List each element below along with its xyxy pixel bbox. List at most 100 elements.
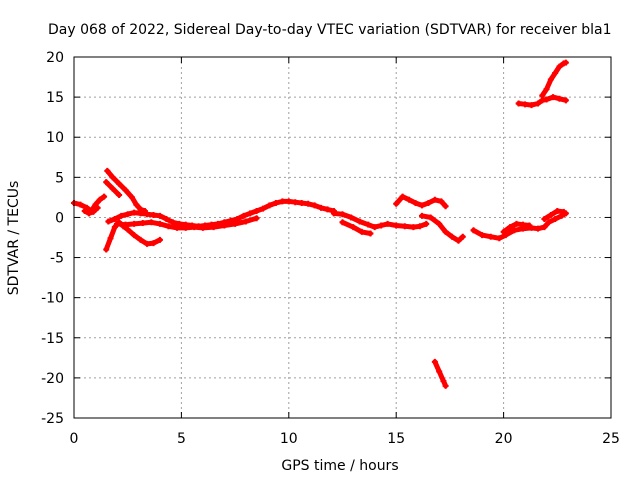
data-point [367, 230, 374, 237]
x-tick-label: 10 [280, 431, 298, 447]
series-line [340, 219, 373, 236]
x-tick-label: 20 [495, 431, 513, 447]
data-point [440, 378, 447, 385]
series-track-top-b [539, 59, 569, 99]
y-tick-label: 20 [46, 50, 64, 66]
data-point [547, 76, 554, 83]
data-point [543, 86, 550, 93]
data-point [150, 240, 157, 247]
data-point [131, 232, 138, 239]
data-point [156, 220, 163, 227]
data-point [174, 224, 181, 231]
data-point [298, 200, 305, 207]
data-point [260, 205, 267, 212]
data-point [556, 63, 563, 70]
data-point [560, 208, 567, 215]
data-point [496, 235, 503, 242]
data-point [562, 59, 569, 66]
data-point [109, 185, 116, 192]
data-point [94, 204, 101, 211]
data-point [399, 193, 406, 200]
data-point [305, 200, 312, 207]
data-point [221, 222, 228, 229]
y-tick-label: -25 [41, 411, 64, 427]
data-point [128, 194, 135, 201]
data-point [470, 227, 477, 234]
data-point [436, 368, 443, 375]
grid [74, 57, 611, 418]
data-point [104, 167, 111, 174]
data-point [350, 224, 357, 231]
data-point [156, 212, 163, 219]
y-tick-label: -10 [41, 291, 64, 307]
series-track-main-b [113, 215, 260, 231]
series-track-bump [393, 193, 449, 210]
data-point [137, 236, 144, 243]
series-track-main-a [105, 198, 337, 230]
data-point [285, 198, 292, 205]
data-point [348, 214, 355, 221]
data-point [210, 224, 217, 231]
data-point [339, 219, 346, 226]
data-point [101, 193, 108, 200]
data-point [330, 210, 337, 217]
data-point [124, 211, 131, 218]
data-point [438, 198, 445, 205]
data-point [240, 212, 247, 219]
data-point [406, 196, 413, 203]
data-point [137, 210, 144, 217]
data-point [393, 222, 400, 229]
data-point [253, 215, 260, 222]
data-point [156, 236, 163, 243]
x-tick-label: 15 [387, 431, 405, 447]
data-point [292, 199, 299, 206]
data-point [449, 233, 456, 240]
data-point [543, 96, 550, 103]
data-point [109, 174, 116, 181]
data-point [163, 216, 170, 223]
data-point [425, 200, 432, 207]
data-series [71, 59, 569, 389]
data-point [545, 219, 552, 226]
y-tick-label: 0 [55, 210, 64, 226]
data-point [371, 224, 378, 231]
data-point [511, 227, 518, 234]
y-tick-label: 15 [46, 90, 64, 106]
data-point [165, 223, 172, 230]
data-point [365, 221, 372, 228]
data-point [242, 218, 249, 225]
y-tick-label: -20 [41, 371, 64, 387]
data-point [182, 224, 189, 231]
data-point [279, 198, 286, 205]
y-tick-label: 10 [46, 130, 64, 146]
data-point [358, 228, 365, 235]
data-point [103, 246, 110, 253]
data-point [552, 216, 559, 223]
data-point [77, 201, 84, 208]
data-point [118, 212, 125, 219]
y-axis-title: SDTVAR / TECUs [6, 181, 22, 296]
data-point [144, 240, 151, 247]
data-point [431, 358, 438, 365]
series-track-steep [431, 358, 449, 389]
axes: 0 5 10 15 20 25 -25 -20 -15 -10 -5 0 5 10 15 20 [41, 50, 620, 447]
data-point [418, 202, 425, 209]
data-point [311, 202, 318, 209]
data-point [393, 200, 400, 207]
data-point [541, 216, 548, 223]
data-point [442, 382, 449, 389]
data-point [107, 235, 114, 242]
data-point [105, 218, 112, 225]
series-track-mid-low [339, 219, 374, 237]
x-tick-label: 0 [70, 431, 79, 447]
data-point [139, 220, 146, 227]
data-point [169, 219, 176, 226]
series-line [541, 208, 567, 222]
data-point [116, 191, 123, 198]
plot-frame [73, 56, 612, 419]
data-point [487, 233, 494, 240]
data-point [412, 200, 419, 207]
data-point [131, 209, 138, 216]
